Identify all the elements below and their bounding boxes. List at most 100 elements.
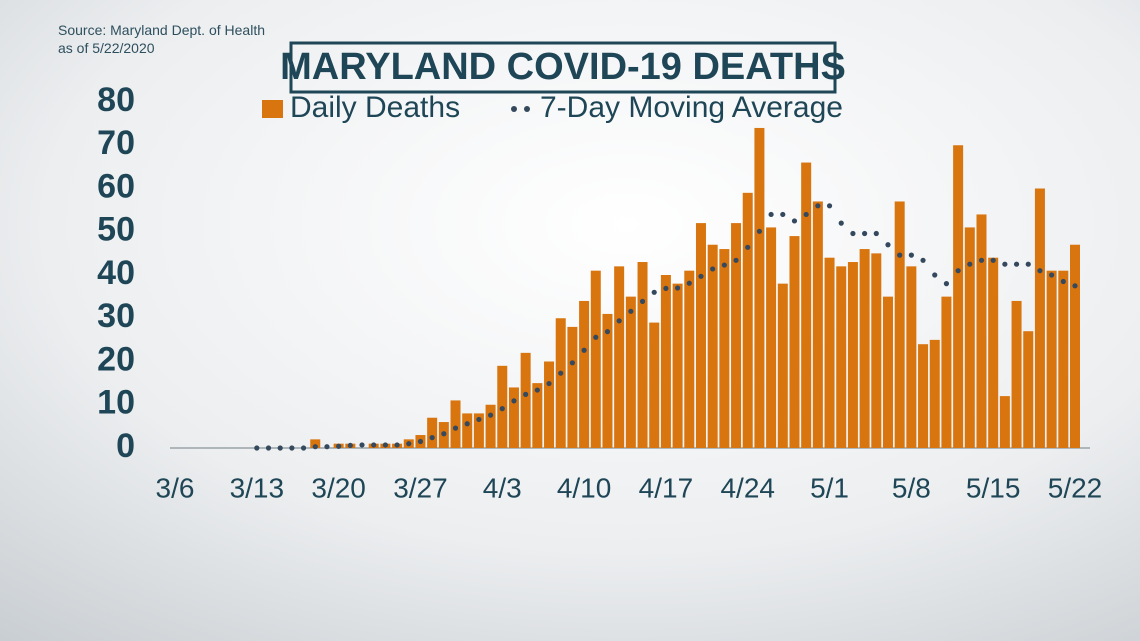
x-tick-label: 3/6 [156,472,195,503]
x-tick-label: 3/13 [230,472,285,503]
y-tick-label: 60 [97,167,135,205]
bar [941,296,952,448]
legend-dot [524,106,530,112]
average-dot [604,329,611,335]
bar [473,413,484,448]
average-dot [464,421,470,427]
average-dot [347,442,353,449]
bar [602,313,613,448]
average-dot [265,445,272,451]
bar [882,296,893,448]
average-dot [487,412,494,418]
bar [310,439,321,448]
average-dot [1037,268,1043,274]
average-dot [452,425,459,431]
x-tick-label: 3/27 [393,472,448,503]
bar [754,127,765,448]
average-dot [406,441,412,447]
bar [929,339,940,448]
average-dot [441,431,447,437]
average-dot [955,268,961,274]
bar [532,383,543,448]
average-dot [499,406,505,412]
y-tick-label: 0 [116,427,135,465]
average-dot [663,285,669,292]
average-dot [417,438,424,445]
average-dot [1072,283,1078,289]
bar [707,244,718,448]
bar [1046,270,1057,448]
average-dot [967,261,973,267]
bar [964,227,975,448]
average-dot [943,281,950,287]
average-dot [990,257,996,263]
average-dot [838,220,844,226]
bar [660,275,671,448]
x-tick-label: 4/10 [557,472,612,503]
average-dot [254,445,260,451]
x-tick-label: 3/20 [311,472,366,503]
average-dot [429,435,435,441]
average-dot [920,257,926,263]
y-tick-label: 70 [97,124,135,162]
average-dot [593,334,599,340]
bar [906,266,917,448]
average-dot [978,257,985,263]
average-dot [768,211,774,218]
bar [1070,244,1080,448]
average-dot [674,285,681,291]
bar [1011,300,1022,448]
bar [824,257,835,448]
y-tick-label: 80 [97,81,135,119]
average-dot [1025,261,1031,267]
average-dot [932,272,938,278]
bar [999,396,1010,448]
average-dot [815,203,821,209]
bar [462,413,473,448]
average-dot [523,391,529,397]
bar [544,361,555,448]
average-dot [756,228,763,234]
bar [789,236,800,448]
bar [508,387,519,448]
y-tick-label: 40 [97,254,135,292]
bar [684,270,695,448]
bar [1058,270,1069,448]
bar [801,162,812,449]
bar [555,318,566,448]
average-dot [558,370,564,376]
bar [836,266,847,448]
legend-label: Daily Deaths [290,91,460,124]
bar [719,249,730,448]
average-dot [359,442,365,448]
average-dot [885,242,891,248]
bar [847,262,858,448]
legend-swatch [262,100,283,118]
average-dot [826,203,833,209]
bar [976,214,987,448]
x-tick-label: 4/3 [483,472,522,503]
y-tick-label: 10 [97,384,135,422]
x-tick-label: 5/22 [1048,472,1103,503]
average-dot [745,244,751,250]
average-dot [1049,272,1055,278]
bar [859,249,870,448]
average-dot [862,230,868,237]
average-dot [639,298,646,304]
bar [590,270,601,448]
bar [672,283,683,448]
bar [1034,188,1045,448]
average-dot [382,442,388,448]
average-dot [651,289,657,295]
bar [625,296,636,448]
average-dot [336,443,342,449]
average-dot [686,280,692,286]
average-dot [289,445,295,451]
bar [427,417,438,448]
average-dot [476,416,482,423]
bar [766,227,777,448]
average-dot [394,442,400,448]
average-dot [721,262,727,268]
bar [485,404,496,448]
